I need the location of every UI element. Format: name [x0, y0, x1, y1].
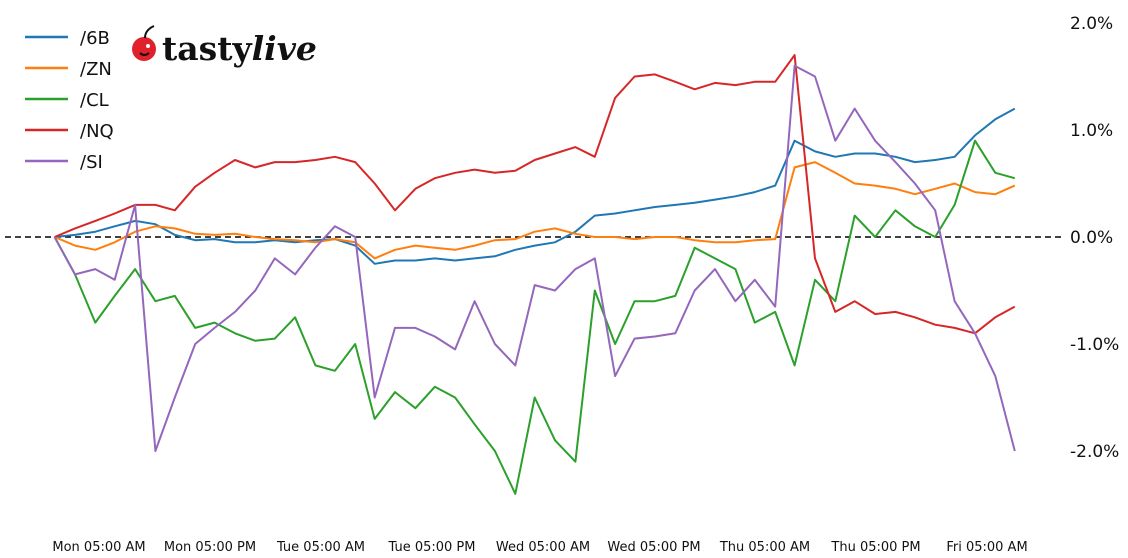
series-line-nq	[54, 54, 1016, 335]
legend-item: /6B	[25, 28, 110, 49]
legend-label: /ZN	[80, 59, 112, 80]
series-line-cl	[53, 139, 1016, 495]
x-axis-ticks: Mon 05:00 AM Mon 05:00 PM Tue 05:00 AM Tue …	[52, 540, 1027, 555]
x-tick-label: Mon 05:00 AM	[52, 540, 145, 555]
y-tick-label: -1.0%	[1070, 335, 1119, 355]
y-tick-label: 1.0%	[1070, 121, 1113, 141]
tastylive-logo: tastylive	[132, 25, 317, 68]
legend-item: /SI	[25, 152, 103, 173]
legend: /6B/ZN/CL/NQ/SI	[25, 28, 114, 173]
series-line-si	[53, 64, 1016, 452]
y-tick-label: 2.0%	[1070, 14, 1113, 34]
legend-label: /6B	[80, 28, 110, 49]
x-tick-label: Tue 05:00 AM	[276, 540, 365, 555]
series-line-zn	[54, 161, 1016, 260]
series-line-6b	[54, 107, 1016, 265]
cherry-icon	[132, 25, 156, 61]
legend-label: /NQ	[80, 121, 114, 142]
x-tick-label: Wed 05:00 PM	[607, 540, 700, 555]
legend-label: /CL	[80, 90, 109, 111]
legend-item: /ZN	[25, 59, 112, 80]
y-axis-ticks: 2.0% 1.0% 0.0% -1.0% -2.0%	[1070, 14, 1119, 462]
x-tick-label: Tue 05:00 PM	[388, 540, 476, 555]
x-tick-label: Thu 05:00 AM	[719, 540, 810, 555]
y-tick-label: -2.0%	[1070, 442, 1119, 462]
logo-wordmark: tastylive	[162, 29, 317, 68]
legend-item: /CL	[25, 90, 109, 111]
x-tick-label: Fri 05:00 AM	[946, 540, 1027, 555]
x-tick-label: Wed 05:00 AM	[496, 540, 590, 555]
legend-item: /NQ	[25, 121, 114, 142]
x-tick-label: Thu 05:00 PM	[830, 540, 920, 555]
legend-label: /SI	[80, 152, 103, 173]
y-tick-label: 0.0%	[1070, 228, 1113, 248]
x-tick-label: Mon 05:00 PM	[164, 540, 256, 555]
series-layer	[53, 54, 1016, 495]
